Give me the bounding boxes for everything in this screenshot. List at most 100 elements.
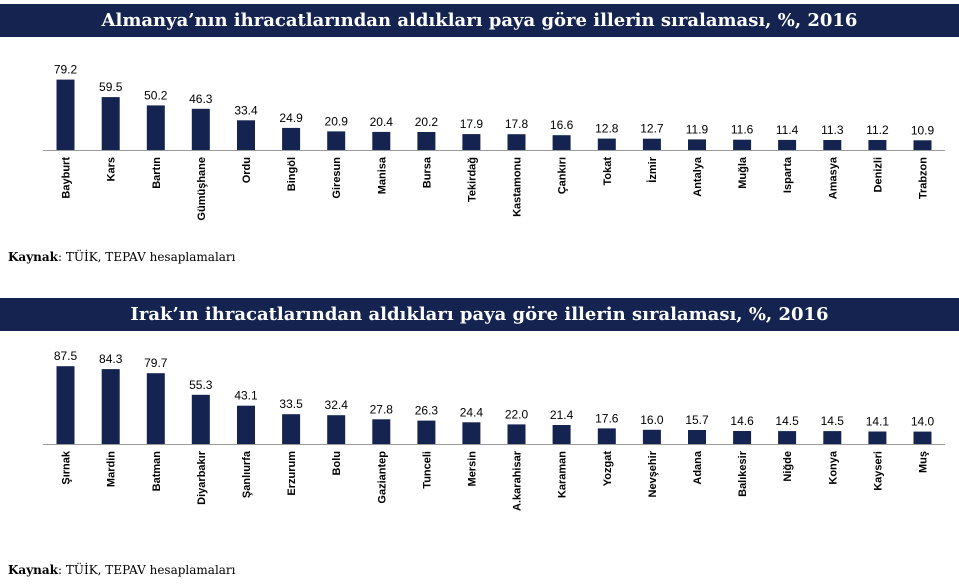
data-label: 22.0 (505, 407, 529, 421)
bar (823, 431, 842, 444)
bar (778, 139, 797, 150)
bar (191, 108, 210, 150)
data-label: 10.9 (911, 123, 935, 137)
source-note: Kaynak: TÜİK, TEPAV hesaplamaları (8, 563, 236, 577)
data-label: 15.7 (685, 413, 709, 427)
x-tick-label: Batman (151, 451, 163, 492)
bar (868, 140, 887, 150)
bar (417, 420, 436, 444)
x-tick-label: Bolu (331, 451, 343, 475)
x-tick-label: Bingöl (286, 157, 298, 191)
x-tick-label: Kayseri (872, 451, 884, 491)
bar (372, 419, 391, 444)
source-label: Kaynak (8, 563, 58, 577)
x-tick-label: Tunceli (421, 451, 433, 489)
x-tick-label: Şırnak (61, 450, 73, 485)
bar (913, 431, 932, 444)
x-tick-label: Yozgat (602, 451, 614, 487)
data-label: 20.4 (370, 115, 394, 129)
data-label: 26.3 (415, 404, 439, 418)
data-label: 14.5 (821, 414, 845, 428)
data-label: 87.5 (54, 349, 78, 363)
x-tick-label: A.karahisar (512, 450, 524, 511)
data-label: 55.3 (189, 378, 213, 392)
source-label: Kaynak (8, 250, 58, 264)
x-tick-label: Denizli (872, 157, 884, 192)
x-tick-label: Nevşehir (647, 450, 659, 497)
data-label: 50.2 (144, 88, 168, 102)
bar (101, 369, 120, 444)
x-tick-label: Balıkesir (737, 450, 749, 497)
bar (372, 131, 391, 150)
bar (417, 132, 436, 150)
bar (237, 120, 255, 150)
chart-title: Almanya’nın ihracatlarından aldıkları pa… (0, 4, 959, 37)
x-tick-label: Bayburt (61, 157, 73, 199)
x-tick-label: Tokat (602, 157, 614, 186)
chart-title: Irak’ın ihracatlarından aldıkları paya g… (0, 298, 959, 331)
x-tick-label: Şanlıurfa (241, 450, 253, 498)
bar (868, 431, 887, 444)
x-tick-label: Erzurum (286, 451, 298, 496)
bar (282, 127, 301, 150)
bar-chart-iraq: 87.5 Şırnak 84.3 Mardin 79.7 Batman 55.3 Diyarb… (43, 349, 945, 511)
bar (597, 428, 616, 444)
x-tick-label: Mersin (466, 451, 478, 487)
bar (597, 138, 616, 150)
bar (191, 394, 210, 444)
data-label: 12.7 (640, 122, 664, 136)
data-label: 46.3 (189, 92, 213, 106)
bar (327, 131, 346, 150)
data-label: 14.5 (775, 414, 799, 428)
data-label: 84.3 (99, 352, 123, 366)
data-label: 14.6 (730, 414, 754, 428)
bar (688, 430, 706, 444)
bar (913, 140, 932, 150)
bar (823, 140, 842, 150)
x-tick-label: Ordu (241, 157, 253, 183)
bar (282, 414, 301, 444)
data-label: 59.5 (99, 80, 123, 94)
bar (642, 429, 661, 444)
x-tick-label: Gaziantep (376, 451, 388, 504)
x-tick-label: Antalya (692, 156, 704, 197)
bar (733, 139, 752, 150)
x-tick-label: Niğde (782, 451, 794, 482)
x-tick-label: Diyarbakır (196, 450, 208, 505)
bar (778, 431, 797, 444)
bar (688, 139, 706, 150)
x-tick-label: Bartın (151, 157, 163, 189)
data-label: 27.8 (370, 402, 394, 416)
x-tick-label: Gümüşhane (196, 157, 208, 221)
bar (507, 134, 526, 150)
data-label: 33.4 (234, 103, 258, 117)
bar (56, 79, 75, 150)
x-tick-label: Amasya (827, 156, 839, 199)
data-label: 24.9 (279, 111, 303, 125)
x-tick-label: Karaman (557, 451, 569, 498)
data-label: 33.5 (279, 397, 303, 411)
data-label: 16.6 (550, 118, 574, 132)
data-label: 17.8 (505, 117, 529, 131)
x-tick-label: Kars (106, 157, 118, 181)
x-tick-label: Trabzon (918, 157, 930, 199)
data-label: 43.1 (234, 389, 258, 403)
bar (462, 422, 481, 444)
data-label: 16.0 (640, 413, 664, 427)
data-label: 11.3 (821, 123, 844, 137)
bar (462, 134, 481, 150)
x-tick-label: Isparta (782, 156, 794, 193)
x-tick-label: Konya (827, 450, 839, 485)
data-label: 79.7 (144, 356, 168, 370)
x-tick-label: Mardin (106, 451, 118, 487)
data-label: 24.4 (460, 405, 484, 419)
data-label: 12.8 (595, 122, 619, 136)
data-label: 11.2 (866, 123, 889, 137)
data-label: 17.6 (595, 411, 619, 425)
x-tick-label: Muş (918, 451, 930, 473)
data-label: 11.9 (686, 122, 709, 136)
x-tick-label: Giresun (331, 157, 343, 199)
x-tick-label: Çankırı (557, 157, 569, 194)
data-label: 14.1 (866, 415, 890, 429)
source-note: Kaynak: TÜİK, TEPAV hesaplamaları (8, 250, 236, 264)
